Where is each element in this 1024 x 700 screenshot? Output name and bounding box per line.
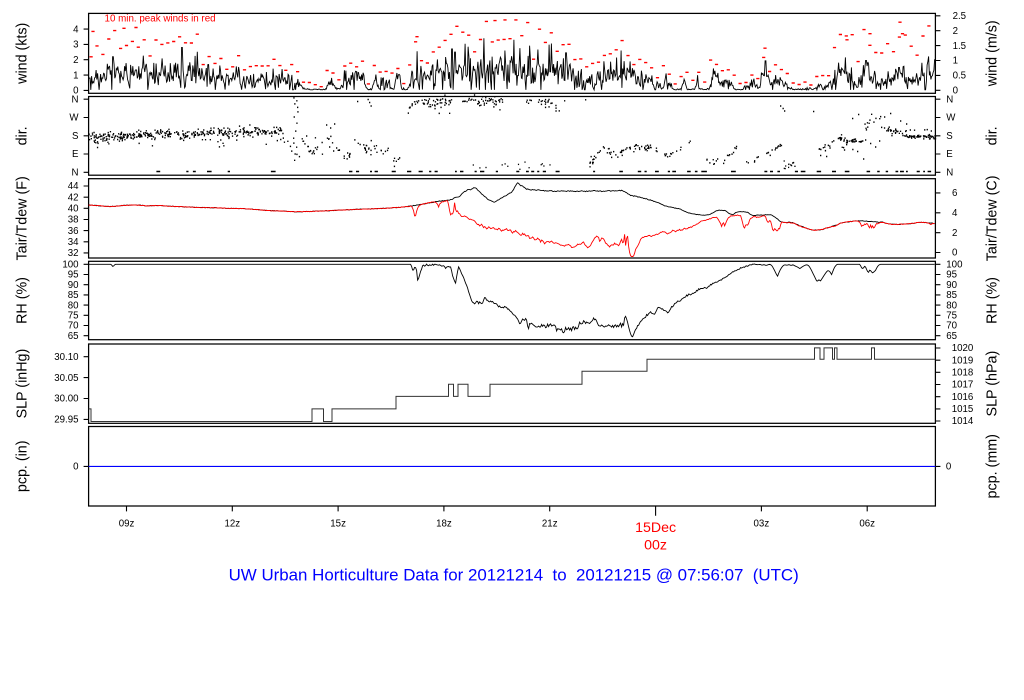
- svg-text:1014: 1014: [952, 416, 974, 427]
- svg-text:dir.: dir.: [14, 126, 30, 145]
- svg-text:10 min. peak winds in red: 10 min. peak winds in red: [105, 14, 216, 25]
- svg-text:RH (%): RH (%): [14, 277, 30, 324]
- svg-text:75: 75: [68, 311, 79, 322]
- svg-text:30.10: 30.10: [54, 352, 79, 363]
- svg-text:6: 6: [952, 188, 957, 199]
- svg-text:dir.: dir.: [985, 126, 1001, 145]
- svg-text:4: 4: [73, 24, 79, 35]
- svg-text:E: E: [72, 149, 79, 160]
- svg-text:1020: 1020: [952, 343, 974, 354]
- svg-text:W: W: [946, 113, 956, 124]
- svg-text:38: 38: [68, 215, 79, 226]
- svg-text:2: 2: [953, 26, 958, 37]
- svg-text:36: 36: [68, 226, 79, 237]
- svg-text:30.05: 30.05: [54, 373, 78, 384]
- svg-text:1019: 1019: [952, 355, 974, 366]
- svg-text:Tair/Tdew (F): Tair/Tdew (F): [14, 176, 30, 260]
- svg-text:00z: 00z: [644, 538, 667, 554]
- svg-text:pcp. (mm): pcp. (mm): [985, 434, 1001, 498]
- svg-text:W: W: [69, 113, 79, 124]
- svg-text:3: 3: [73, 40, 78, 51]
- svg-text:65: 65: [68, 331, 79, 342]
- svg-text:0: 0: [952, 248, 958, 259]
- svg-text:pcp. (in): pcp. (in): [14, 440, 30, 492]
- svg-text:UW Urban Horticulture Data for: UW Urban Horticulture Data for 20121214 …: [229, 566, 799, 585]
- svg-text:SLP (hPa): SLP (hPa): [985, 351, 1001, 417]
- svg-text:wind (m/s): wind (m/s): [985, 20, 1001, 87]
- svg-text:E: E: [946, 149, 953, 160]
- svg-text:1017: 1017: [952, 380, 974, 391]
- svg-text:0: 0: [73, 462, 79, 473]
- svg-text:90: 90: [68, 280, 79, 291]
- svg-text:12z: 12z: [224, 519, 240, 530]
- svg-text:N: N: [946, 168, 953, 179]
- svg-text:95: 95: [946, 270, 957, 281]
- svg-text:32: 32: [68, 248, 79, 259]
- svg-text:85: 85: [68, 290, 79, 301]
- svg-text:RH (%): RH (%): [985, 277, 1001, 324]
- svg-text:100: 100: [62, 260, 79, 271]
- svg-text:85: 85: [946, 290, 957, 301]
- svg-text:21z: 21z: [542, 519, 558, 530]
- svg-text:1018: 1018: [952, 368, 974, 379]
- svg-text:15z: 15z: [330, 519, 346, 530]
- svg-text:4: 4: [952, 208, 958, 219]
- svg-text:75: 75: [946, 311, 957, 322]
- svg-text:0: 0: [953, 86, 959, 97]
- svg-text:1015: 1015: [952, 404, 974, 415]
- svg-text:03z: 03z: [754, 519, 770, 530]
- svg-text:100: 100: [946, 260, 963, 271]
- svg-text:06z: 06z: [859, 519, 875, 530]
- svg-text:09z: 09z: [119, 519, 135, 530]
- svg-text:0: 0: [946, 462, 952, 473]
- svg-text:1: 1: [953, 56, 958, 67]
- svg-text:70: 70: [946, 321, 957, 332]
- svg-text:65: 65: [946, 331, 957, 342]
- svg-text:30.00: 30.00: [54, 394, 79, 405]
- svg-text:44: 44: [68, 181, 79, 192]
- svg-text:SLP (inHg): SLP (inHg): [14, 349, 30, 419]
- svg-text:18z: 18z: [436, 519, 452, 530]
- svg-text:wind (kts): wind (kts): [14, 23, 30, 85]
- svg-text:70: 70: [68, 321, 79, 332]
- svg-text:2: 2: [952, 228, 957, 239]
- svg-text:29.95: 29.95: [54, 415, 78, 426]
- svg-text:N: N: [72, 94, 79, 105]
- svg-text:42: 42: [68, 192, 79, 203]
- svg-text:S: S: [946, 131, 953, 142]
- svg-text:90: 90: [946, 280, 957, 291]
- svg-text:N: N: [72, 168, 79, 179]
- svg-text:1: 1: [73, 70, 78, 81]
- svg-text:80: 80: [68, 300, 79, 311]
- svg-text:34: 34: [68, 237, 79, 248]
- svg-text:0.5: 0.5: [953, 71, 966, 82]
- svg-text:N: N: [946, 94, 953, 105]
- svg-text:0: 0: [73, 86, 79, 97]
- svg-text:80: 80: [946, 300, 957, 311]
- svg-text:95: 95: [68, 270, 79, 281]
- svg-text:Tair/Tdew (C): Tair/Tdew (C): [985, 176, 1001, 262]
- svg-text:1016: 1016: [952, 392, 974, 403]
- svg-text:15Dec: 15Dec: [635, 520, 676, 536]
- svg-text:40: 40: [68, 204, 79, 215]
- svg-text:1.5: 1.5: [953, 41, 966, 52]
- svg-text:S: S: [72, 131, 79, 142]
- svg-text:2: 2: [73, 55, 78, 66]
- svg-text:2.5: 2.5: [953, 11, 966, 22]
